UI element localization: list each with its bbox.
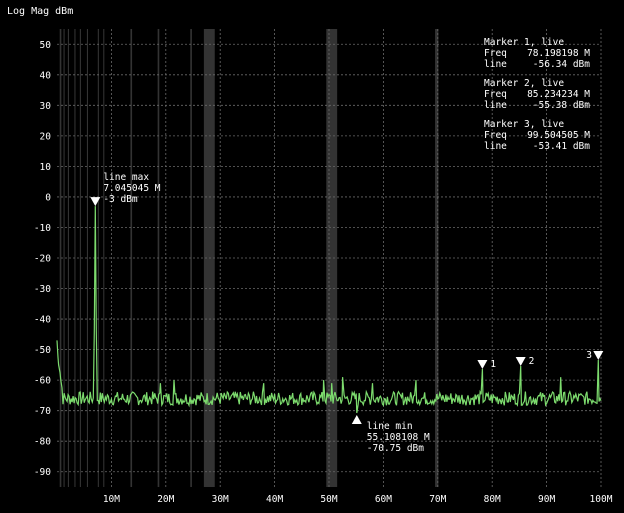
max-label: line max	[103, 172, 149, 183]
min-marker-triangle	[351, 414, 362, 424]
x-tick-label: 30M	[212, 494, 229, 505]
interference-band	[103, 29, 105, 487]
interference-band	[130, 29, 133, 487]
marker-value-label: line	[484, 100, 507, 111]
marker-flags: 1 2 3	[477, 350, 604, 370]
y-tick-label: -10	[34, 223, 51, 234]
marker-freq-value: 85.234234 M	[527, 89, 590, 100]
marker-triangle	[477, 359, 488, 369]
min-value: -70.75 dBm	[367, 443, 424, 454]
y-tick-label: -60	[34, 376, 51, 387]
marker-value-value: -55.38 dBm	[533, 100, 590, 111]
y-tick-label: 20	[40, 131, 52, 142]
x-axis-ticks: 10M 20M 30M 40M 50M 60M 70M 80M 90M 100M	[103, 494, 613, 505]
y-tick-label: 0	[45, 192, 51, 203]
y-tick-label: -50	[34, 345, 51, 356]
x-tick-label: 60M	[375, 494, 392, 505]
x-tick-label: 70M	[429, 494, 446, 505]
interference-band	[63, 29, 65, 487]
grid-lines	[57, 29, 602, 487]
chart-title: Log Mag dBm	[7, 6, 73, 17]
interference-band	[326, 29, 338, 487]
marker-freq-label: Freq	[484, 89, 507, 100]
marker-title: Marker 3, live	[484, 119, 564, 130]
x-tick-label: 100M	[590, 494, 613, 505]
x-tick-label: 90M	[538, 494, 555, 505]
marker-value-label: line	[484, 59, 507, 70]
max-value: -3 dBm	[103, 194, 138, 205]
y-tick-label: 30	[40, 101, 52, 112]
marker-value-value: -56.34 dBm	[533, 59, 590, 70]
x-tick-label: 40M	[266, 494, 283, 505]
interference-band	[67, 29, 69, 487]
trace-path	[56, 206, 602, 414]
max-freq: 7.045045 M	[103, 183, 160, 194]
x-tick-label: 50M	[320, 494, 337, 505]
marker-freq-label: Freq	[484, 130, 507, 141]
max-marker-triangle	[90, 197, 101, 207]
trace-line	[56, 206, 602, 414]
min-label: line min	[367, 421, 413, 432]
y-tick-label: -40	[34, 315, 51, 326]
marker-title: Marker 1, live	[484, 37, 564, 48]
min-freq: 55.108108 M	[367, 432, 430, 443]
interference-band	[59, 29, 62, 487]
y-tick-label: -70	[34, 406, 51, 417]
marker-title: Marker 2, live	[484, 78, 564, 89]
marker-triangle	[593, 351, 604, 361]
marker-triangle	[515, 357, 526, 367]
y-tick-label: -30	[34, 284, 51, 295]
y-tick-label: 50	[40, 40, 52, 51]
x-tick-label: 20M	[157, 494, 174, 505]
y-tick-label: -80	[34, 437, 51, 448]
interference-band	[435, 29, 439, 487]
y-tick-label: 10	[40, 162, 52, 173]
y-tick-label: -20	[34, 254, 51, 265]
marker-number: 2	[529, 356, 535, 367]
x-tick-label: 80M	[484, 494, 501, 505]
y-tick-label: 40	[40, 70, 52, 81]
interference-band	[79, 29, 81, 487]
interference-band	[190, 29, 192, 487]
marker-freq-value: 78.198198 M	[527, 48, 590, 59]
marker-value-label: line	[484, 141, 507, 152]
y-axis-ticks: 50 40 30 20 10 0 -10 -20 -30 -40 -50 -60 -70 -80 -90	[34, 40, 51, 478]
marker-value-value: -53.41 dBm	[533, 141, 590, 152]
y-tick-label: -90	[34, 467, 51, 478]
marker-freq-label: Freq	[484, 48, 507, 59]
marker-number: 1	[490, 359, 496, 370]
marker-freq-value: 99.504505 M	[527, 130, 590, 141]
marker-number: 3	[586, 350, 592, 361]
x-tick-label: 10M	[103, 494, 120, 505]
interference-band	[86, 29, 89, 487]
